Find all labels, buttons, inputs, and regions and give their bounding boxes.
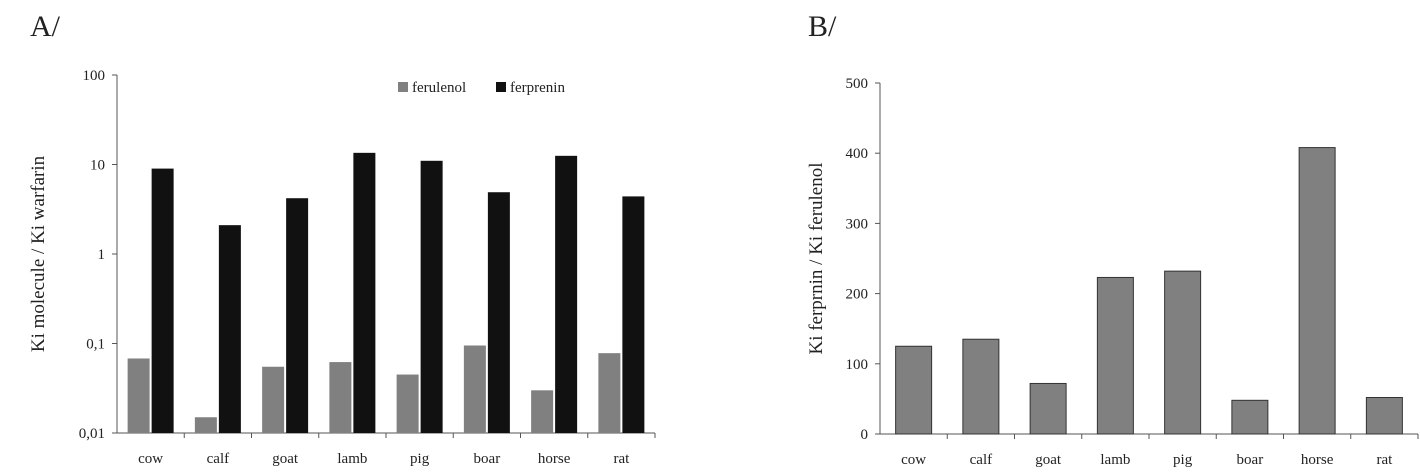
x-tick-label-a: horse [538, 451, 571, 467]
x-tick-label-b: boar [1237, 452, 1264, 468]
bar-ferulenol-rat [598, 353, 621, 433]
y-tick-label-a: 0,01 [79, 426, 105, 442]
bar-ratio-calf [962, 338, 1000, 435]
bar-ferprenin-pig [420, 160, 443, 433]
bar-ferprenin-goat [286, 198, 309, 433]
x-tick-label-a: rat [613, 451, 630, 467]
x-tick-label-b: lamb [1100, 452, 1130, 468]
bar-ratio-cow [895, 345, 933, 435]
bar-ferulenol-calf [194, 417, 217, 433]
panel-b-label: B/ [808, 10, 837, 43]
bar-ferulenol-horse [531, 390, 554, 433]
x-tick-label-b: pig [1173, 452, 1193, 468]
y-tick-label-b: 100 [846, 357, 869, 373]
bar-ratio-lamb [1096, 276, 1134, 435]
x-tick-label-b: goat [1035, 452, 1062, 468]
bar-ferulenol-pig [396, 374, 419, 433]
bar-ratio-goat [1029, 382, 1067, 435]
x-tick-label-b: rat [1376, 452, 1393, 468]
y-tick-label-b: 200 [846, 287, 869, 303]
x-tick-label-b: cow [901, 452, 926, 468]
chart-a: 0,01 0,1 1 10 100 Ki molecule / Ki warfarin co… [28, 68, 656, 467]
x-tick-label-a: cow [138, 451, 163, 467]
chart-b: 0 100 200 300 400 500 Ki ferprnin / Ki ferulen… [806, 76, 1419, 468]
bar-ratio-pig [1164, 270, 1202, 435]
y-tick-label-b: 0 [861, 427, 869, 443]
bar-ferulenol-cow [127, 358, 150, 433]
bar-ferprenin-boar [487, 192, 510, 433]
y-tick-label-b: 400 [846, 146, 869, 162]
bar-ferprenin-horse [555, 155, 578, 434]
bar-ratio-rat [1365, 396, 1403, 435]
panel-a-label: A/ [30, 10, 60, 43]
y-tick-label-b: 500 [846, 76, 869, 92]
legend-label-ferprenin: ferprenin [510, 80, 565, 96]
bar-ferprenin-rat [622, 196, 645, 433]
bar-ratio-horse [1298, 147, 1336, 435]
legend-swatch-ferprenin [496, 82, 506, 92]
bar-ferulenol-boar [463, 345, 486, 433]
bar-ferprenin-calf [218, 225, 241, 433]
legend-swatch-ferulenol [398, 82, 408, 92]
y-axis-title-b: Ki ferprnin / Ki ferulenol [806, 162, 827, 354]
bar-ratio-boar [1231, 399, 1269, 435]
y-tick-label-b: 300 [846, 216, 869, 232]
legend-label-ferulenol: ferulenol [412, 80, 466, 96]
y-tick-label-a: 1 [98, 247, 106, 263]
x-tick-label-a: goat [272, 451, 299, 467]
y-tick-label-a: 0,1 [86, 337, 105, 353]
x-tick-label-a: calf [207, 451, 229, 467]
y-axis-title-a: Ki molecule / Ki warfarin [28, 155, 49, 352]
x-tick-label-a: pig [410, 451, 430, 467]
bar-ferulenol-goat [262, 366, 285, 433]
x-tick-label-b: calf [970, 452, 992, 468]
y-tick-label-a: 10 [90, 158, 105, 174]
bar-ferulenol-lamb [329, 362, 352, 433]
x-tick-label-a: lamb [337, 451, 367, 467]
bar-ferprenin-lamb [353, 152, 376, 433]
y-tick-label-a: 100 [83, 68, 106, 84]
x-tick-label-b: horse [1301, 452, 1334, 468]
x-tick-label-a: boar [474, 451, 501, 467]
bar-ferprenin-cow [151, 168, 174, 434]
